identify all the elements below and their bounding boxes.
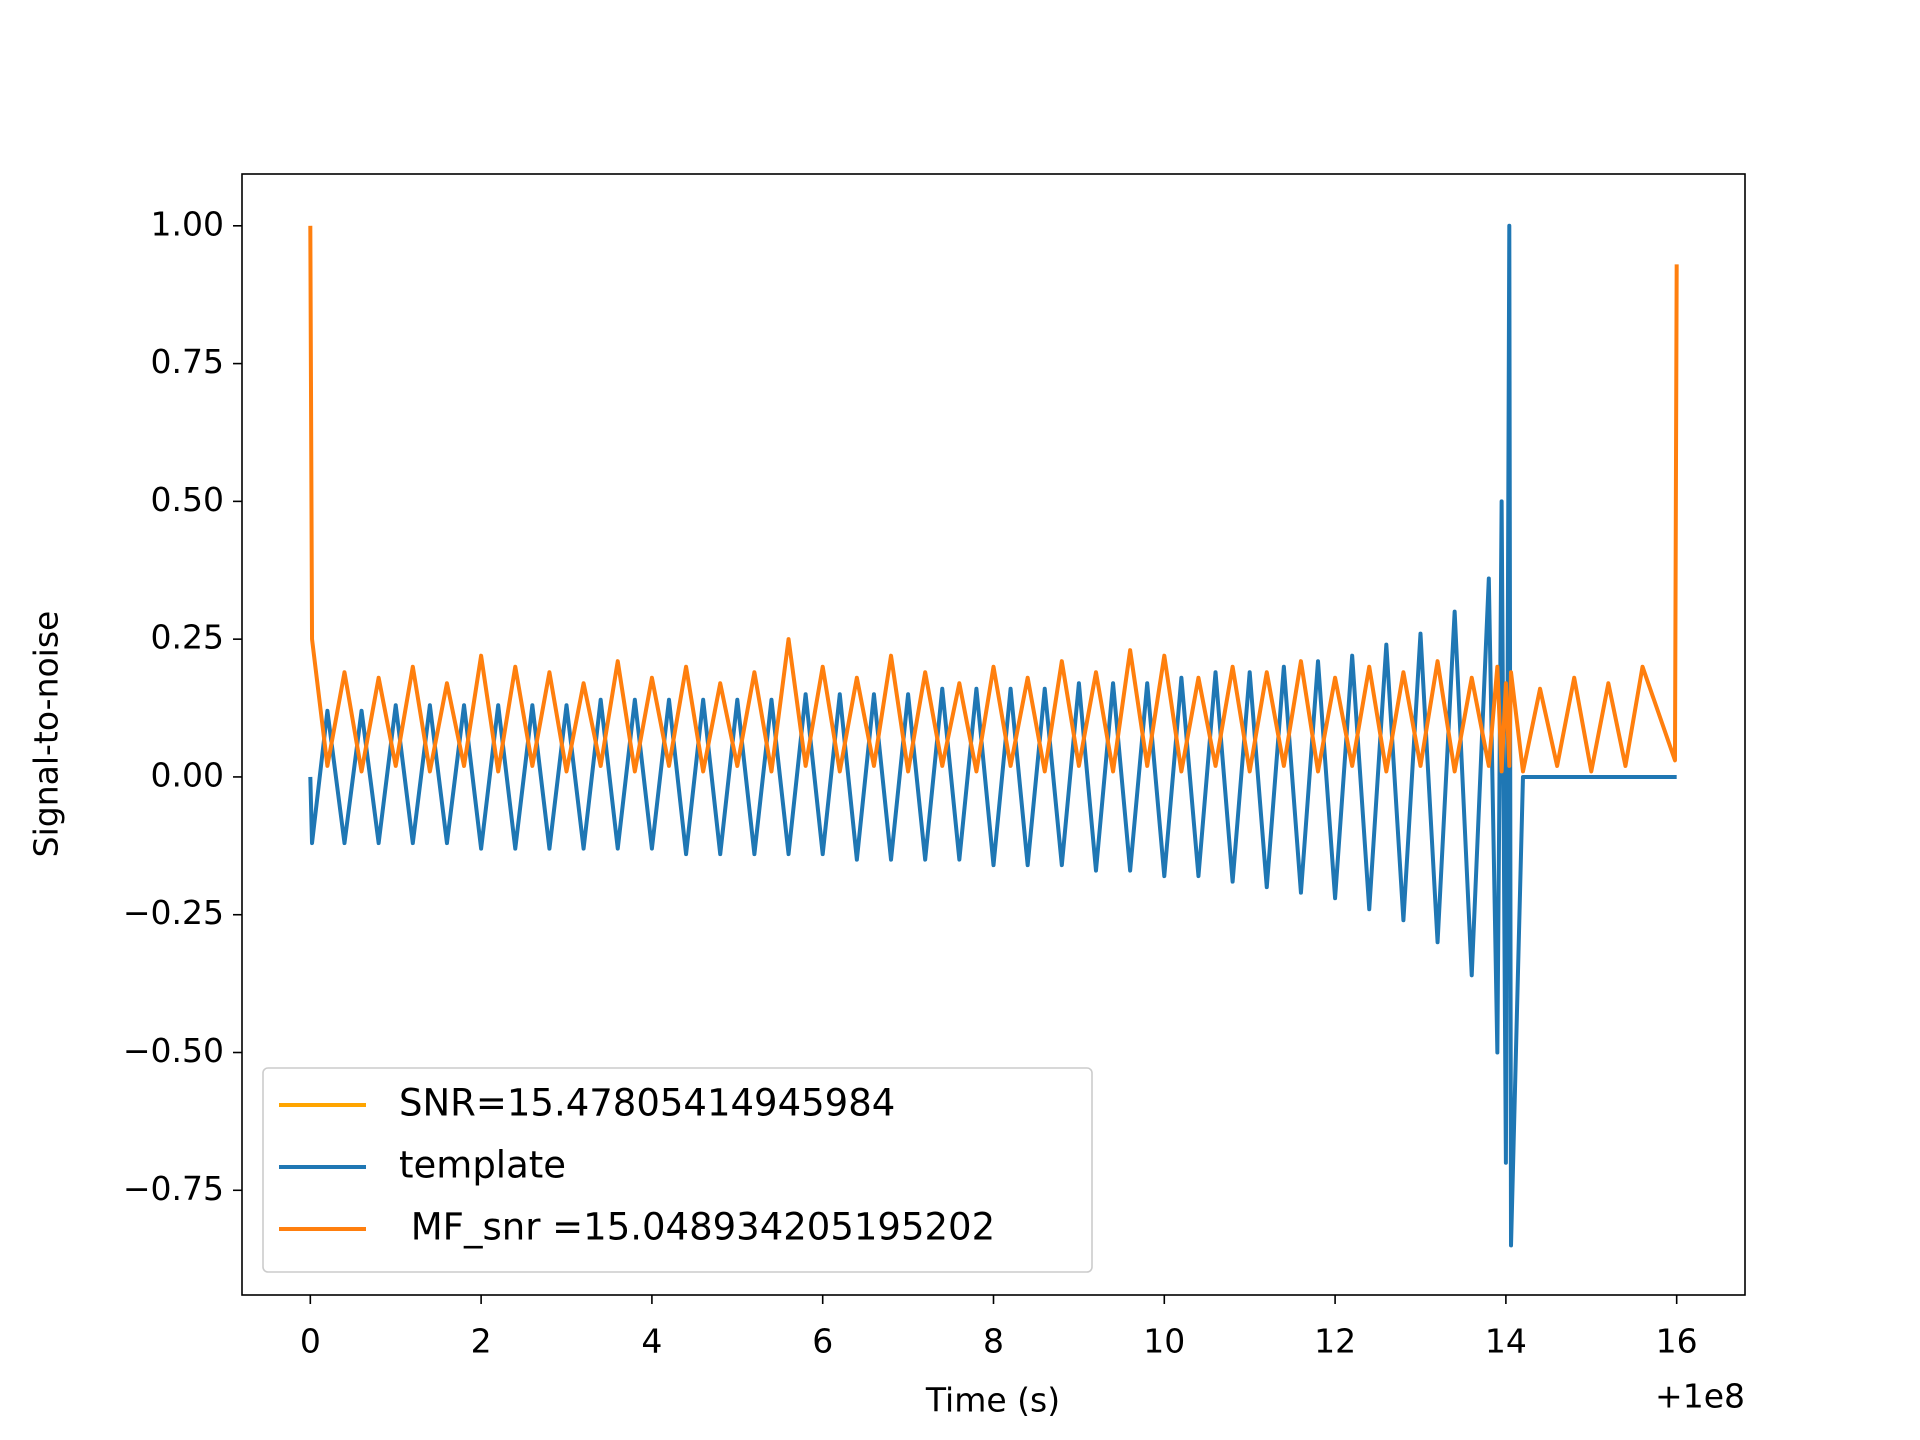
x-tick-label: 12	[1314, 1322, 1356, 1361]
y-tick-label: 0.00	[151, 755, 224, 794]
legend: SNR=15.47805414945984 template MF_snr =15…	[262, 1067, 1093, 1273]
plot-area	[308, 223, 1679, 1248]
x-offset-label: +1e8	[1655, 1377, 1745, 1416]
series-line	[308, 225, 1679, 774]
legend-label: MF_snr =15.048934205195202	[399, 1206, 995, 1249]
x-axis-label: Time (s)	[925, 1381, 1060, 1420]
plot-frame	[241, 173, 1746, 1296]
y-tick-label: 0.50	[151, 480, 224, 519]
x-tick-label: 10	[1143, 1322, 1185, 1361]
y-tick-label: −0.25	[123, 893, 224, 932]
x-tick-label: 0	[300, 1322, 321, 1361]
y-tick-label: −0.75	[123, 1169, 224, 1208]
y-tick-label: 0.75	[151, 342, 224, 381]
legend-label: SNR=15.47805414945984	[399, 1082, 895, 1125]
x-tick-label: 6	[812, 1322, 833, 1361]
series-line	[308, 223, 1677, 1248]
legend-label: template	[399, 1144, 566, 1187]
y-tick-label: 0.25	[151, 618, 224, 657]
y-tick-label: −0.50	[123, 1031, 224, 1070]
x-tick-label: 16	[1656, 1322, 1698, 1361]
x-tick-label: 2	[471, 1322, 492, 1361]
y-tick-label: 1.00	[151, 204, 224, 243]
x-tick-label: 4	[641, 1322, 662, 1361]
legend-box	[262, 1067, 1093, 1273]
x-tick-label: 8	[983, 1322, 1004, 1361]
x-tick-label: 14	[1485, 1322, 1527, 1361]
y-axis-label: Signal-to-noise	[27, 611, 66, 858]
